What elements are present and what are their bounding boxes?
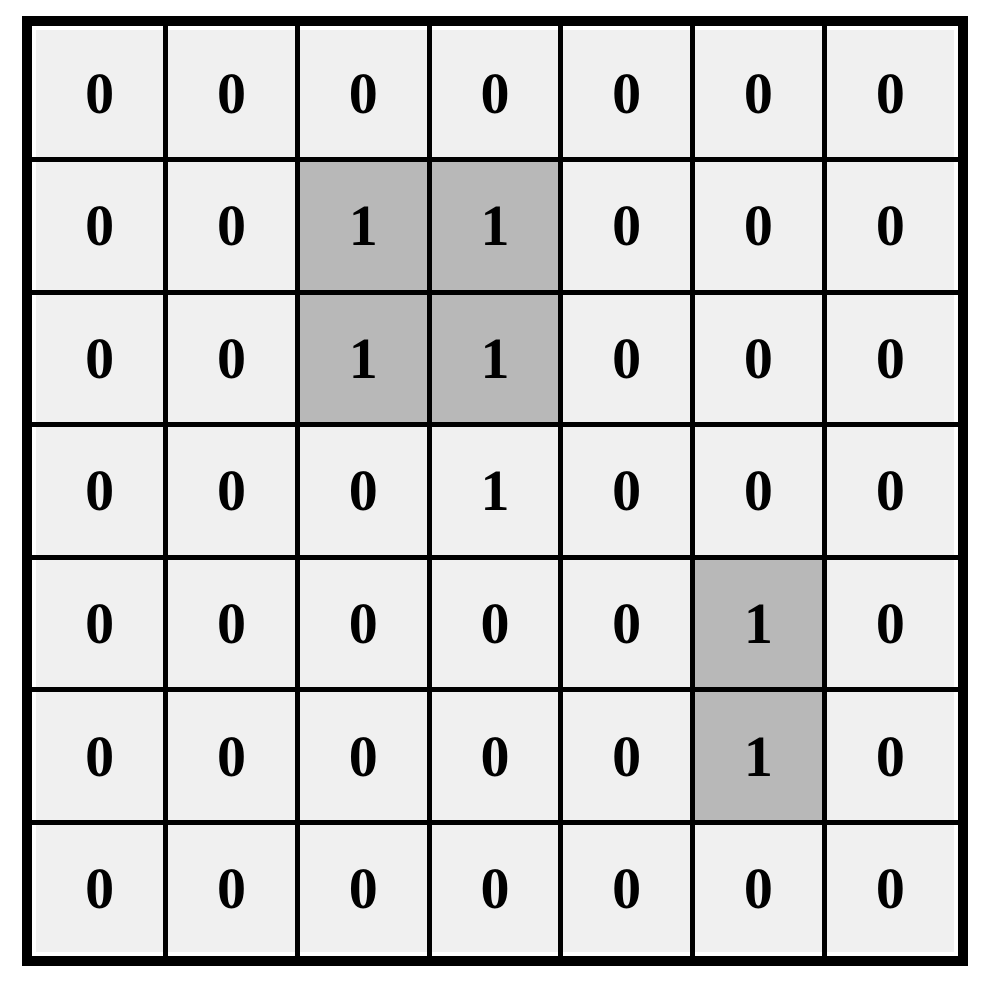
grid-cell: 0 (561, 425, 693, 558)
grid-cell: 1 (693, 690, 825, 823)
grid-cell: 0 (34, 690, 166, 823)
grid-cell: 0 (693, 28, 825, 160)
grid-cell: 0 (429, 690, 561, 823)
grid-cell: 1 (429, 425, 561, 558)
grid-cell: 0 (824, 28, 956, 160)
grid-cell: 0 (824, 292, 956, 425)
grid-cell: 0 (561, 557, 693, 690)
grid-cell: 0 (824, 557, 956, 690)
grid-cell: 0 (297, 425, 429, 558)
grid-cell: 0 (166, 690, 298, 823)
grid-cell: 0 (166, 822, 298, 954)
grid-cell: 0 (429, 28, 561, 160)
grid-cell: 0 (34, 292, 166, 425)
grid-cell: 0 (824, 822, 956, 954)
grid-cell: 0 (166, 160, 298, 293)
grid-cell: 1 (693, 557, 825, 690)
grid-body: 0000000001100000110000001000000001000000… (34, 28, 956, 954)
grid-cell: 0 (824, 160, 956, 293)
grid-row: 0000010 (34, 557, 956, 690)
grid-cell: 0 (693, 822, 825, 954)
grid-cell: 0 (34, 28, 166, 160)
grid-cell: 0 (693, 425, 825, 558)
grid-row: 0011000 (34, 292, 956, 425)
grid-cell: 1 (297, 160, 429, 293)
grid-cell: 0 (561, 822, 693, 954)
grid-cell: 0 (34, 160, 166, 293)
grid-cell: 0 (693, 160, 825, 293)
grid-cell: 0 (297, 557, 429, 690)
grid-cell: 0 (824, 690, 956, 823)
grid-cell: 0 (166, 292, 298, 425)
grid-row: 0001000 (34, 425, 956, 558)
binary-grid: 0000000001100000110000001000000001000000… (22, 16, 968, 966)
grid-cell: 0 (429, 822, 561, 954)
grid-cell: 0 (297, 822, 429, 954)
grid-cell: 0 (166, 28, 298, 160)
grid-cell: 0 (561, 160, 693, 293)
grid-cell: 0 (34, 557, 166, 690)
grid-cell: 1 (297, 292, 429, 425)
grid-cell: 0 (34, 822, 166, 954)
grid-cell: 0 (297, 690, 429, 823)
grid-cell: 0 (561, 690, 693, 823)
grid-cell: 1 (429, 160, 561, 293)
grid-row: 0000000 (34, 28, 956, 160)
grid-cell: 0 (561, 292, 693, 425)
grid-cell: 1 (429, 292, 561, 425)
grid-table: 0000000001100000110000001000000001000000… (32, 26, 958, 956)
grid-cell: 0 (297, 28, 429, 160)
grid-cell: 0 (166, 557, 298, 690)
grid-cell: 0 (34, 425, 166, 558)
grid-cell: 0 (166, 425, 298, 558)
grid-cell: 0 (693, 292, 825, 425)
grid-cell: 0 (561, 28, 693, 160)
grid-cell: 0 (429, 557, 561, 690)
grid-cell: 0 (824, 425, 956, 558)
grid-row: 0000010 (34, 690, 956, 823)
grid-row: 0011000 (34, 160, 956, 293)
grid-row: 0000000 (34, 822, 956, 954)
